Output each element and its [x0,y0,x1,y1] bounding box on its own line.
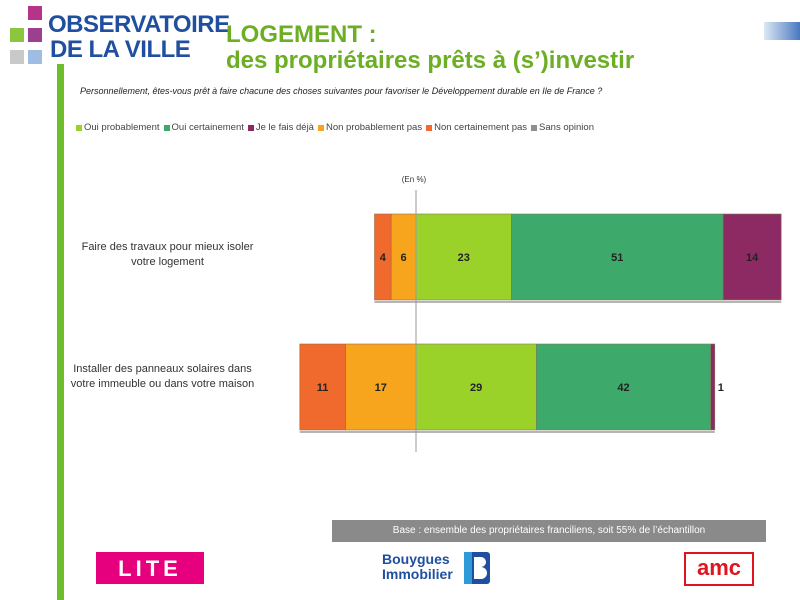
bar-value-label: 14 [746,252,759,264]
bar-segment [710,343,716,431]
observatoire-logo: OBSERVATOIRE DE LA VILLE [48,12,230,62]
legend-label: Non certainement pas [434,122,528,133]
bar-value-label: 23 [458,252,470,264]
logo-line2: DE LA VILLE [50,36,191,63]
legend-swatch [317,124,324,131]
decor-square-topright [764,22,800,40]
bar-value-label: 42 [617,382,629,394]
legend-item: Oui certainement [163,122,244,133]
legend-swatch [426,124,433,131]
title-line1: LOGEMENT : [226,21,377,48]
bar-value-label: 29 [470,382,482,394]
bar-segment [511,213,724,301]
bar-segment [722,213,782,301]
legend-swatch [76,124,82,131]
bar-segment [415,213,512,301]
amc-logo: amc [684,552,754,586]
chart-legend: Oui probablement Oui certainement Je le fa… [76,122,598,133]
bar-segment [299,343,346,431]
survey-question: Personnellement, êtes-vous prêt à faire … [80,86,603,96]
bar-value-label: 6 [400,252,406,264]
logo-line1: OBSERVATOIRE [48,11,230,38]
legend-item: Non probablement pas [317,122,423,133]
legend-label: Non probablement pas [325,122,423,133]
legend-item: Oui probablement [76,122,160,133]
base-note: Base : ensemble des propriétaires franci… [332,520,766,542]
bouygues-line1: Bouygues [382,551,450,567]
legend-label: Sans opinion [539,122,594,133]
category-label-2: Installer des panneaux solaires dans vot… [70,363,255,390]
category-label-1: Faire des travaux pour mieux isoler votr… [81,241,254,268]
bar-segment [345,343,417,431]
bar-segment [415,343,537,431]
bar-value-label: 4 [380,252,387,264]
legend-swatch [163,124,170,131]
bar-value-label: 17 [375,382,387,394]
decor-square-magenta [28,6,42,20]
decor-vertical-bar [57,64,64,600]
bouygues-line2: Immobilier [382,566,453,582]
legend-label: Oui certainement [171,122,244,133]
lite-logo-text: LITE [118,556,182,581]
legend-label: Je le fais déjà [255,122,314,133]
legend-swatch [531,124,538,131]
bouygues-b-icon [464,552,490,584]
legend-label: Oui probablement [84,122,160,133]
legend-item: Je le fais déjà [247,122,314,133]
legend-item: Non certainement pas [426,122,527,133]
lite-logo: LITE [96,552,204,584]
legend-item: Sans opinion [531,122,594,133]
bar-segment [536,343,711,431]
bar-segment [374,213,392,301]
decor-square-lightblue [28,50,42,64]
bouygues-logo: Bouygues Immobilier [382,552,494,588]
decor-square-purple [28,28,42,42]
bar-value-label: 1 [718,382,724,394]
unit-label: (En %) [402,175,427,184]
title-line2: des propriétaires prêts à (s’)investir [226,47,635,74]
page-title: LOGEMENT : des propriétaires prêts à (s’… [226,22,634,74]
legend-swatch [247,124,254,131]
decor-square-gray [10,50,24,64]
bar-value-label: 51 [611,252,623,264]
decor-square-green [10,28,24,42]
bar-value-label: 11 [317,382,329,394]
